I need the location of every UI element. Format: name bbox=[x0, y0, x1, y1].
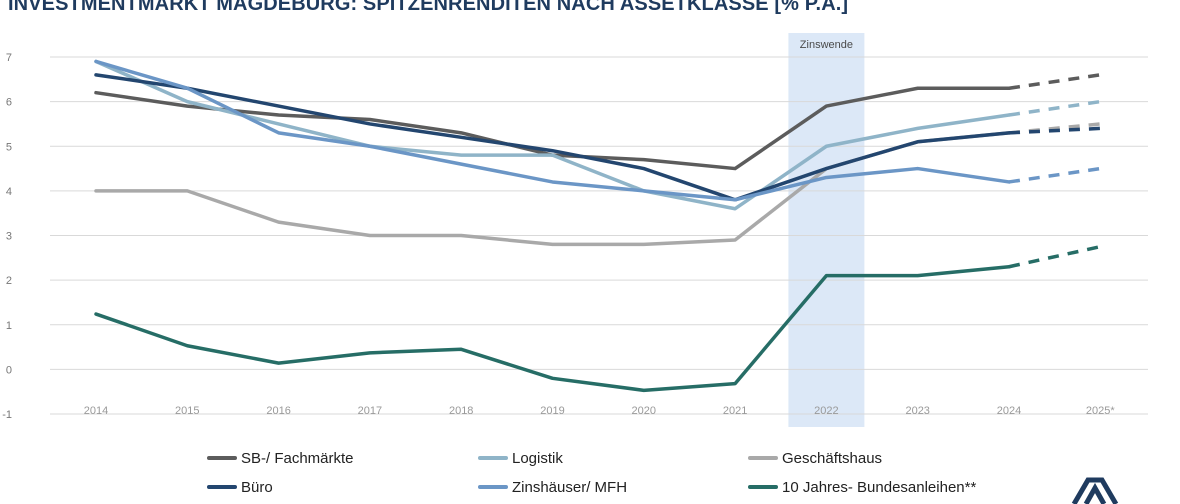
x-tick-label: 2022 bbox=[814, 405, 838, 417]
x-tick-label: 2014 bbox=[84, 405, 108, 417]
company-logo-icon bbox=[1071, 477, 1119, 504]
y-tick-label: 3 bbox=[6, 231, 12, 243]
series-forecast-0 bbox=[1008, 73, 1101, 90]
grid-layer bbox=[50, 56, 1148, 415]
series-forecast-4 bbox=[1008, 166, 1101, 184]
y-tick-label: 4 bbox=[6, 186, 12, 198]
x-tick-label: 2020 bbox=[632, 405, 656, 417]
x-tick-label: 2021 bbox=[723, 405, 747, 417]
x-tick-label: 2019 bbox=[540, 405, 564, 417]
x-tick-label: 2024 bbox=[997, 405, 1021, 417]
series-line-4 bbox=[94, 59, 1011, 202]
annotation-layer: Zinswende bbox=[788, 33, 865, 427]
x-tick-label: 2025* bbox=[1086, 405, 1115, 417]
y-tick-label: 7 bbox=[6, 52, 12, 64]
y-tick-label: 2 bbox=[6, 275, 12, 287]
zinswende-label: Zinswende bbox=[800, 39, 853, 51]
y-tick-label: 0 bbox=[6, 364, 12, 376]
series-line-3 bbox=[94, 73, 1011, 202]
x-tick-label: 2018 bbox=[449, 405, 473, 417]
series-layer bbox=[94, 59, 1101, 393]
series-forecast-5 bbox=[1008, 244, 1101, 269]
tick-layer: 7 6 5 4 3 2 1 0 -1 2014 2015 2016 2017 2018 2019 2020 20… bbox=[2, 52, 1115, 421]
x-tick-label: 2017 bbox=[358, 405, 382, 417]
series-line-5 bbox=[94, 264, 1011, 393]
zinswende-band bbox=[788, 33, 865, 427]
x-tick-label: 2016 bbox=[266, 405, 290, 417]
series-forecast-3 bbox=[1008, 126, 1101, 135]
x-tick-label: 2015 bbox=[175, 405, 199, 417]
series-forecast-1 bbox=[1008, 99, 1101, 117]
x-tick-label: 2023 bbox=[905, 405, 929, 417]
chart-title: INVESTMENTMARKT MAGDEBURG: SPITZENRENDIT… bbox=[8, 0, 849, 15]
y-tick-label: -1 bbox=[2, 409, 12, 421]
y-tick-label: 1 bbox=[6, 320, 12, 332]
series-forecast-2 bbox=[1008, 122, 1101, 135]
y-tick-label: 5 bbox=[6, 141, 12, 153]
series-line-1 bbox=[94, 59, 1011, 211]
y-tick-label: 6 bbox=[6, 97, 12, 109]
